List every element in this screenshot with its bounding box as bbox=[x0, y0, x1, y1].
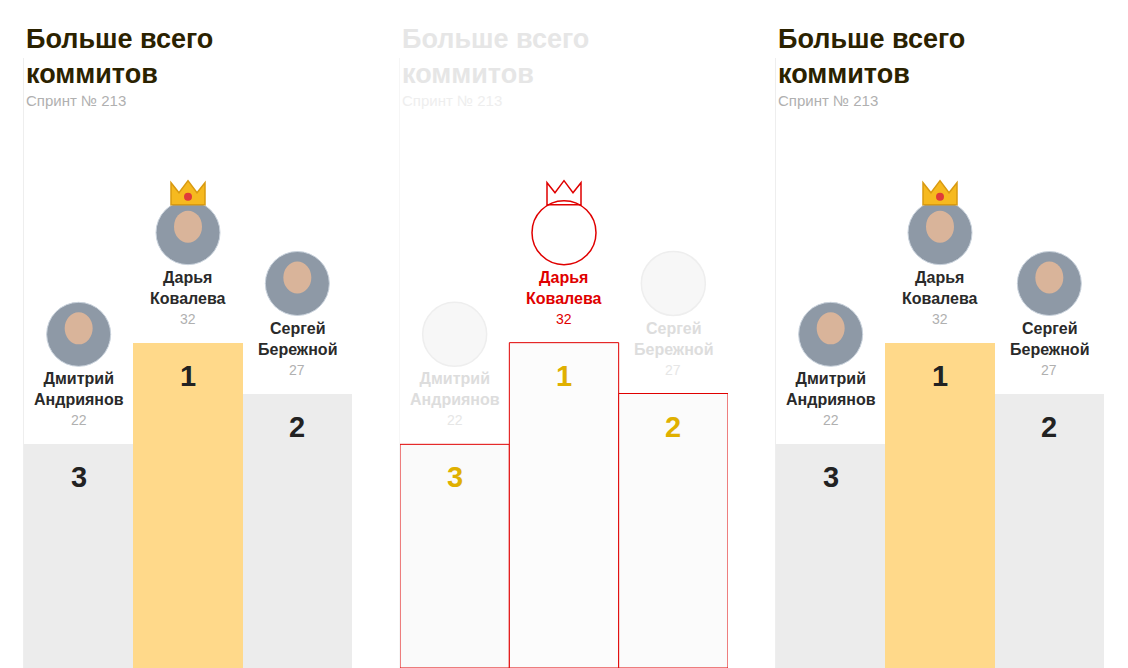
svg-text:Спринт № 213: Спринт № 213 bbox=[402, 92, 502, 109]
svg-text:Больше всегокоммитов: Больше всегокоммитов bbox=[778, 24, 965, 89]
svg-text:2: 2 bbox=[665, 411, 681, 443]
svg-text:22: 22 bbox=[71, 412, 87, 428]
svg-text:Спринт № 213: Спринт № 213 bbox=[26, 92, 126, 109]
svg-text:СергейБережной: СергейБережной bbox=[1010, 320, 1089, 358]
svg-text:Больше всегокоммитов: Больше всегокоммитов bbox=[402, 24, 589, 89]
svg-text:3: 3 bbox=[823, 461, 839, 493]
svg-text:32: 32 bbox=[556, 311, 572, 327]
svg-text:ДарьяКовалева: ДарьяКовалева bbox=[902, 269, 978, 307]
svg-text:22: 22 bbox=[823, 412, 839, 428]
svg-text:32: 32 bbox=[180, 311, 196, 327]
svg-text:2: 2 bbox=[1041, 411, 1057, 443]
svg-text:Спринт № 213: Спринт № 213 bbox=[778, 92, 878, 109]
svg-text:22: 22 bbox=[447, 412, 463, 428]
svg-text:ДарьяКовалева: ДарьяКовалева bbox=[526, 269, 602, 307]
svg-text:1: 1 bbox=[556, 360, 572, 392]
svg-text:СергейБережной: СергейБережной bbox=[258, 320, 337, 358]
svg-text:Больше всегокоммитов: Больше всегокоммитов bbox=[26, 24, 213, 89]
svg-text:ДмитрийАндриянов: ДмитрийАндриянов bbox=[410, 370, 500, 408]
svg-text:27: 27 bbox=[1041, 362, 1057, 378]
svg-text:27: 27 bbox=[289, 362, 305, 378]
svg-text:32: 32 bbox=[932, 311, 948, 327]
svg-text:ДмитрийАндриянов: ДмитрийАндриянов bbox=[786, 370, 876, 408]
svg-text:СергейБережной: СергейБережной bbox=[634, 320, 713, 358]
svg-text:3: 3 bbox=[447, 461, 463, 493]
svg-text:2: 2 bbox=[289, 411, 305, 443]
svg-text:ДмитрийАндриянов: ДмитрийАндриянов bbox=[34, 370, 124, 408]
svg-text:1: 1 bbox=[180, 360, 196, 392]
svg-text:1: 1 bbox=[932, 360, 948, 392]
svg-text:ДарьяКовалева: ДарьяКовалева bbox=[150, 269, 226, 307]
svg-text:3: 3 bbox=[71, 461, 87, 493]
svg-text:27: 27 bbox=[665, 362, 681, 378]
